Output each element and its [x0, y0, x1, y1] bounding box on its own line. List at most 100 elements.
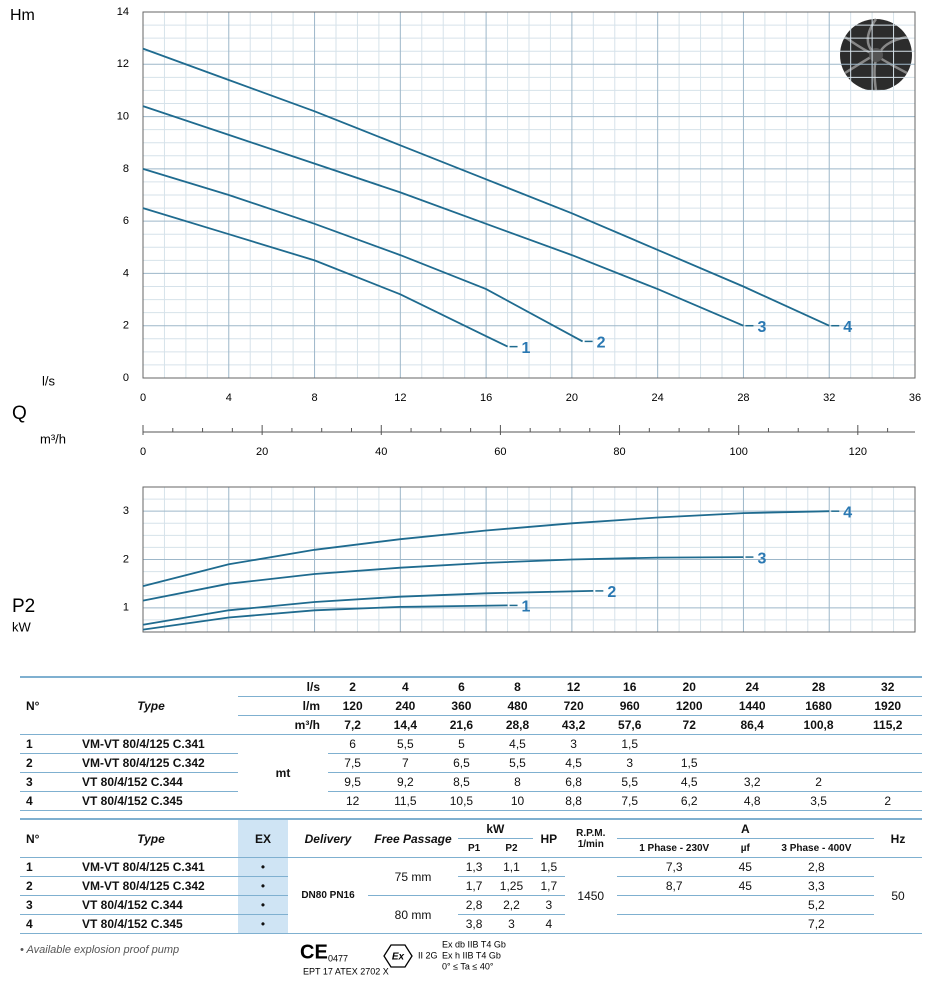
x-tick-label: 32: [823, 392, 835, 404]
y-tick-label: 0: [123, 372, 129, 384]
cell: [853, 753, 922, 773]
cell: 32: [853, 676, 922, 697]
cell: 4: [377, 676, 434, 697]
cell: 1,25: [490, 876, 533, 896]
cell: 1,7: [532, 876, 565, 896]
cell: [783, 734, 854, 754]
x2-tick-label: 120: [849, 446, 867, 458]
row: 1 VM-VT 80/4/125 C.341 • DN80 PN16 75 mm 1,3 1…: [20, 857, 922, 934]
y-axis-label: P2: [12, 596, 35, 617]
cell: 720: [545, 696, 602, 716]
cell: 45: [731, 876, 759, 896]
cell: 28,8: [489, 715, 546, 735]
row: 3 VT 80/4/152 C.344 9,5 9,2 8,5 8 6,8 5,5 4,5 3,2…: [20, 772, 922, 792]
cell: 8,7: [616, 876, 732, 896]
row: P1 P2 1 Phase - 230V µf 3 Phase - 400V: [20, 838, 922, 858]
y-axis-unit: kW: [12, 619, 32, 634]
cell: 2,2: [490, 895, 533, 915]
cell: µf: [731, 838, 759, 858]
cell: VM-VT 80/4/125 C.342: [64, 876, 238, 896]
cell: 1 VM-VT 80/4/125 C.341 • DN80 PN16 75 mm 1,3 1…: [20, 857, 922, 934]
series-label: 4: [843, 319, 852, 336]
ex-hexagon: [383, 944, 413, 968]
series-label: 2: [607, 584, 616, 601]
cell: [720, 753, 784, 773]
cell: 12: [328, 791, 378, 811]
cell: [657, 734, 721, 754]
cell: 1: [20, 734, 64, 754]
cell: 10,5: [433, 791, 490, 811]
cell: 3,3: [758, 876, 874, 896]
cell: EX: [238, 818, 288, 858]
cell: 4,5: [657, 772, 721, 792]
cell: Free Passage: [368, 818, 458, 858]
y-tick-label: 3: [123, 505, 129, 517]
cell: 2,8: [458, 895, 491, 915]
cell: 1: [20, 857, 64, 877]
cell: 1680: [783, 696, 854, 716]
cell: 50: [874, 857, 922, 934]
curve: [142, 207, 508, 348]
cell: 6,5: [433, 753, 490, 773]
cell: 240: [377, 696, 434, 716]
row: 4 VT 80/4/152 C.345 • 3,8 3 4 7,2: [20, 914, 922, 934]
cell: N° Type l/s 2 4 6 8 12 16 20 24 28 32 l/m 120 240 360 480…: [20, 676, 922, 735]
cell: [720, 734, 784, 754]
row: 2 VM-VT 80/4/125 C.342 • 1,7 1,25 1,7 8,7 45 3,3: [20, 876, 922, 896]
cell: 20: [657, 676, 721, 697]
x-tick-label: 0: [140, 392, 146, 404]
cell: 120: [328, 696, 378, 716]
cell: 360: [433, 696, 490, 716]
cell: 960: [601, 696, 658, 716]
row: 1 VM-VT 80/4/125 C.341 mt 6 5,5 5 4,5 3 1,5: [20, 734, 922, 811]
ex-marking: Ex db IIB T4 Gb: [442, 939, 506, 949]
x2-tick-label: 0: [140, 446, 146, 458]
cell: 4,8: [720, 791, 784, 811]
row: N° Type EX Delivery Free Passage kW HP R.P.M. 1/…: [20, 818, 922, 858]
cell: R.P.M. 1/min: [564, 818, 617, 858]
note: • Available explosion proof pump: [20, 944, 179, 956]
x-tick-label: 36: [909, 392, 921, 404]
cell: 3,2: [720, 772, 784, 792]
x-tick-label: 12: [394, 392, 406, 404]
performance-table: N° Type l/s 2 4 6 8 12 16 20 24 28 32 l/m 120 240 360 480…: [20, 676, 922, 811]
series-label: 4: [843, 504, 852, 521]
cell: 3: [545, 734, 602, 754]
cell: DN80 PN16: [288, 857, 368, 934]
curve: [142, 168, 584, 343]
cell: 24: [720, 676, 784, 697]
cell: 7,5: [601, 791, 658, 811]
cell: 3: [532, 895, 565, 915]
plot-frame: [142, 11, 916, 379]
cell: 1,1: [490, 857, 533, 877]
cell: 12: [545, 676, 602, 697]
row: m³/h 7,2 14,4 21,6 28,8 43,2 57,6 72 86,4 100,8 11…: [20, 715, 922, 735]
cell: 57,6: [601, 715, 658, 735]
x-tick-label: 20: [566, 392, 578, 404]
x-axis-unit: l/s: [42, 373, 56, 388]
cell: 75 mm: [368, 857, 458, 896]
rpm: R.P.M.: [576, 827, 606, 839]
cell: 6,8: [545, 772, 602, 792]
cell: [616, 895, 732, 915]
x-axis-label: Q: [12, 403, 27, 424]
cell: [853, 772, 922, 792]
curve: [142, 604, 508, 631]
cell: 8,8: [545, 791, 602, 811]
y-tick-label: 2: [123, 553, 129, 565]
cell: 1 VM-VT 80/4/125 C.341 mt 6 5,5 5 4,5 3 1,5 2 VM-V…: [20, 734, 922, 811]
cell: VT 80/4/152 C.344: [64, 895, 238, 915]
cell: mt: [238, 734, 328, 811]
cell: [731, 914, 759, 934]
x2-tick-label: 60: [494, 446, 506, 458]
atex: EPT 17 ATEX 2702 X: [303, 966, 389, 976]
x-tick-label: 24: [652, 392, 664, 404]
ex-marking: Ex h IIB T4 Gb: [442, 950, 501, 960]
cell: VT 80/4/152 C.344: [64, 772, 238, 792]
row: l/m 120 240 360 480 720 960 1200 1440 1680 1920: [20, 696, 922, 716]
specs-table: N° Type EX Delivery Free Passage kW HP R.P.M. 1/…: [20, 818, 922, 934]
cell: N°: [20, 818, 64, 858]
cell: 1450: [564, 857, 617, 934]
plot-frame: [142, 486, 916, 633]
x-tick-label: 8: [311, 392, 317, 404]
